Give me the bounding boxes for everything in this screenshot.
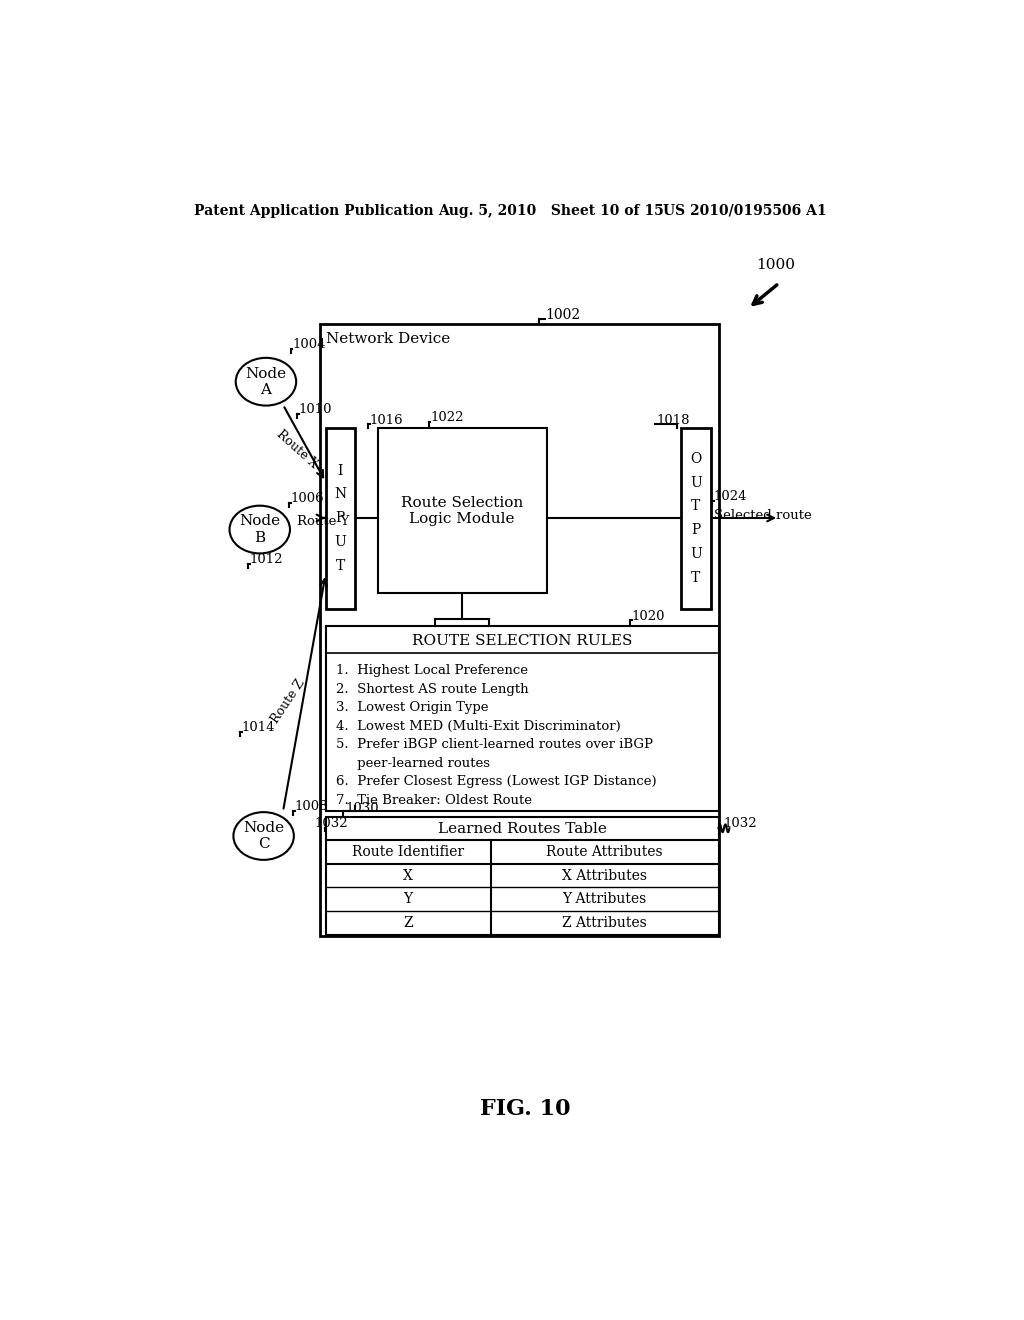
Text: Node
A: Node A xyxy=(246,367,287,397)
Text: 1010: 1010 xyxy=(299,403,332,416)
Text: 1012: 1012 xyxy=(250,553,284,566)
Text: Y: Y xyxy=(403,892,413,907)
Ellipse shape xyxy=(229,506,290,553)
Text: X Attributes: X Attributes xyxy=(562,869,647,883)
Text: 1.  Highest Local Preference
2.  Shortest AS route Length
3.  Lowest Origin Type: 1. Highest Local Preference 2. Shortest … xyxy=(337,664,657,807)
FancyBboxPatch shape xyxy=(681,428,711,609)
Text: 1024: 1024 xyxy=(714,490,748,503)
Text: Route X: Route X xyxy=(274,428,319,471)
Text: 1006: 1006 xyxy=(291,492,325,506)
Text: Z Attributes: Z Attributes xyxy=(562,916,647,929)
Ellipse shape xyxy=(236,358,296,405)
Text: Y Attributes: Y Attributes xyxy=(562,892,647,907)
Text: 1000: 1000 xyxy=(756,259,795,272)
Text: 1018: 1018 xyxy=(656,413,690,426)
Text: Route Selection
Logic Module: Route Selection Logic Module xyxy=(401,495,523,525)
FancyBboxPatch shape xyxy=(326,428,355,609)
Text: 1030: 1030 xyxy=(345,801,379,814)
Text: ROUTE SELECTION RULES: ROUTE SELECTION RULES xyxy=(412,634,632,648)
Text: 1014: 1014 xyxy=(242,721,275,734)
Text: FIG. 10: FIG. 10 xyxy=(479,1098,570,1121)
Text: 1002: 1002 xyxy=(545,309,580,322)
Text: 1022: 1022 xyxy=(430,412,464,425)
Text: Route Attributes: Route Attributes xyxy=(546,845,663,859)
Text: Learned Routes Table: Learned Routes Table xyxy=(437,821,606,836)
Text: Node
C: Node C xyxy=(243,821,285,851)
Text: I
N
P
U
T: I N P U T xyxy=(334,463,346,573)
Text: Network Device: Network Device xyxy=(327,333,451,346)
Text: Z: Z xyxy=(403,916,413,929)
Text: Aug. 5, 2010   Sheet 10 of 15: Aug. 5, 2010 Sheet 10 of 15 xyxy=(438,203,664,218)
Text: Route Z: Route Z xyxy=(269,677,308,726)
Text: Node
B: Node B xyxy=(240,515,281,545)
Text: 1004: 1004 xyxy=(292,338,326,351)
FancyBboxPatch shape xyxy=(378,428,547,594)
Ellipse shape xyxy=(233,812,294,859)
Text: Selected route: Selected route xyxy=(714,510,812,523)
Text: 1008: 1008 xyxy=(295,800,328,813)
Text: 1032: 1032 xyxy=(723,817,757,830)
FancyBboxPatch shape xyxy=(326,817,719,935)
Text: O
U
T
P
U
T: O U T P U T xyxy=(690,451,701,585)
Text: US 2010/0195506 A1: US 2010/0195506 A1 xyxy=(663,203,826,218)
Text: Route Identifier: Route Identifier xyxy=(352,845,464,859)
Text: Route Y: Route Y xyxy=(297,515,349,528)
Text: 1032: 1032 xyxy=(314,817,347,830)
Text: Patent Application Publication: Patent Application Publication xyxy=(194,203,433,218)
Text: 1020: 1020 xyxy=(632,610,666,623)
Text: X: X xyxy=(403,869,413,883)
FancyBboxPatch shape xyxy=(326,626,719,812)
FancyBboxPatch shape xyxy=(321,323,719,936)
Text: 1016: 1016 xyxy=(370,413,403,426)
